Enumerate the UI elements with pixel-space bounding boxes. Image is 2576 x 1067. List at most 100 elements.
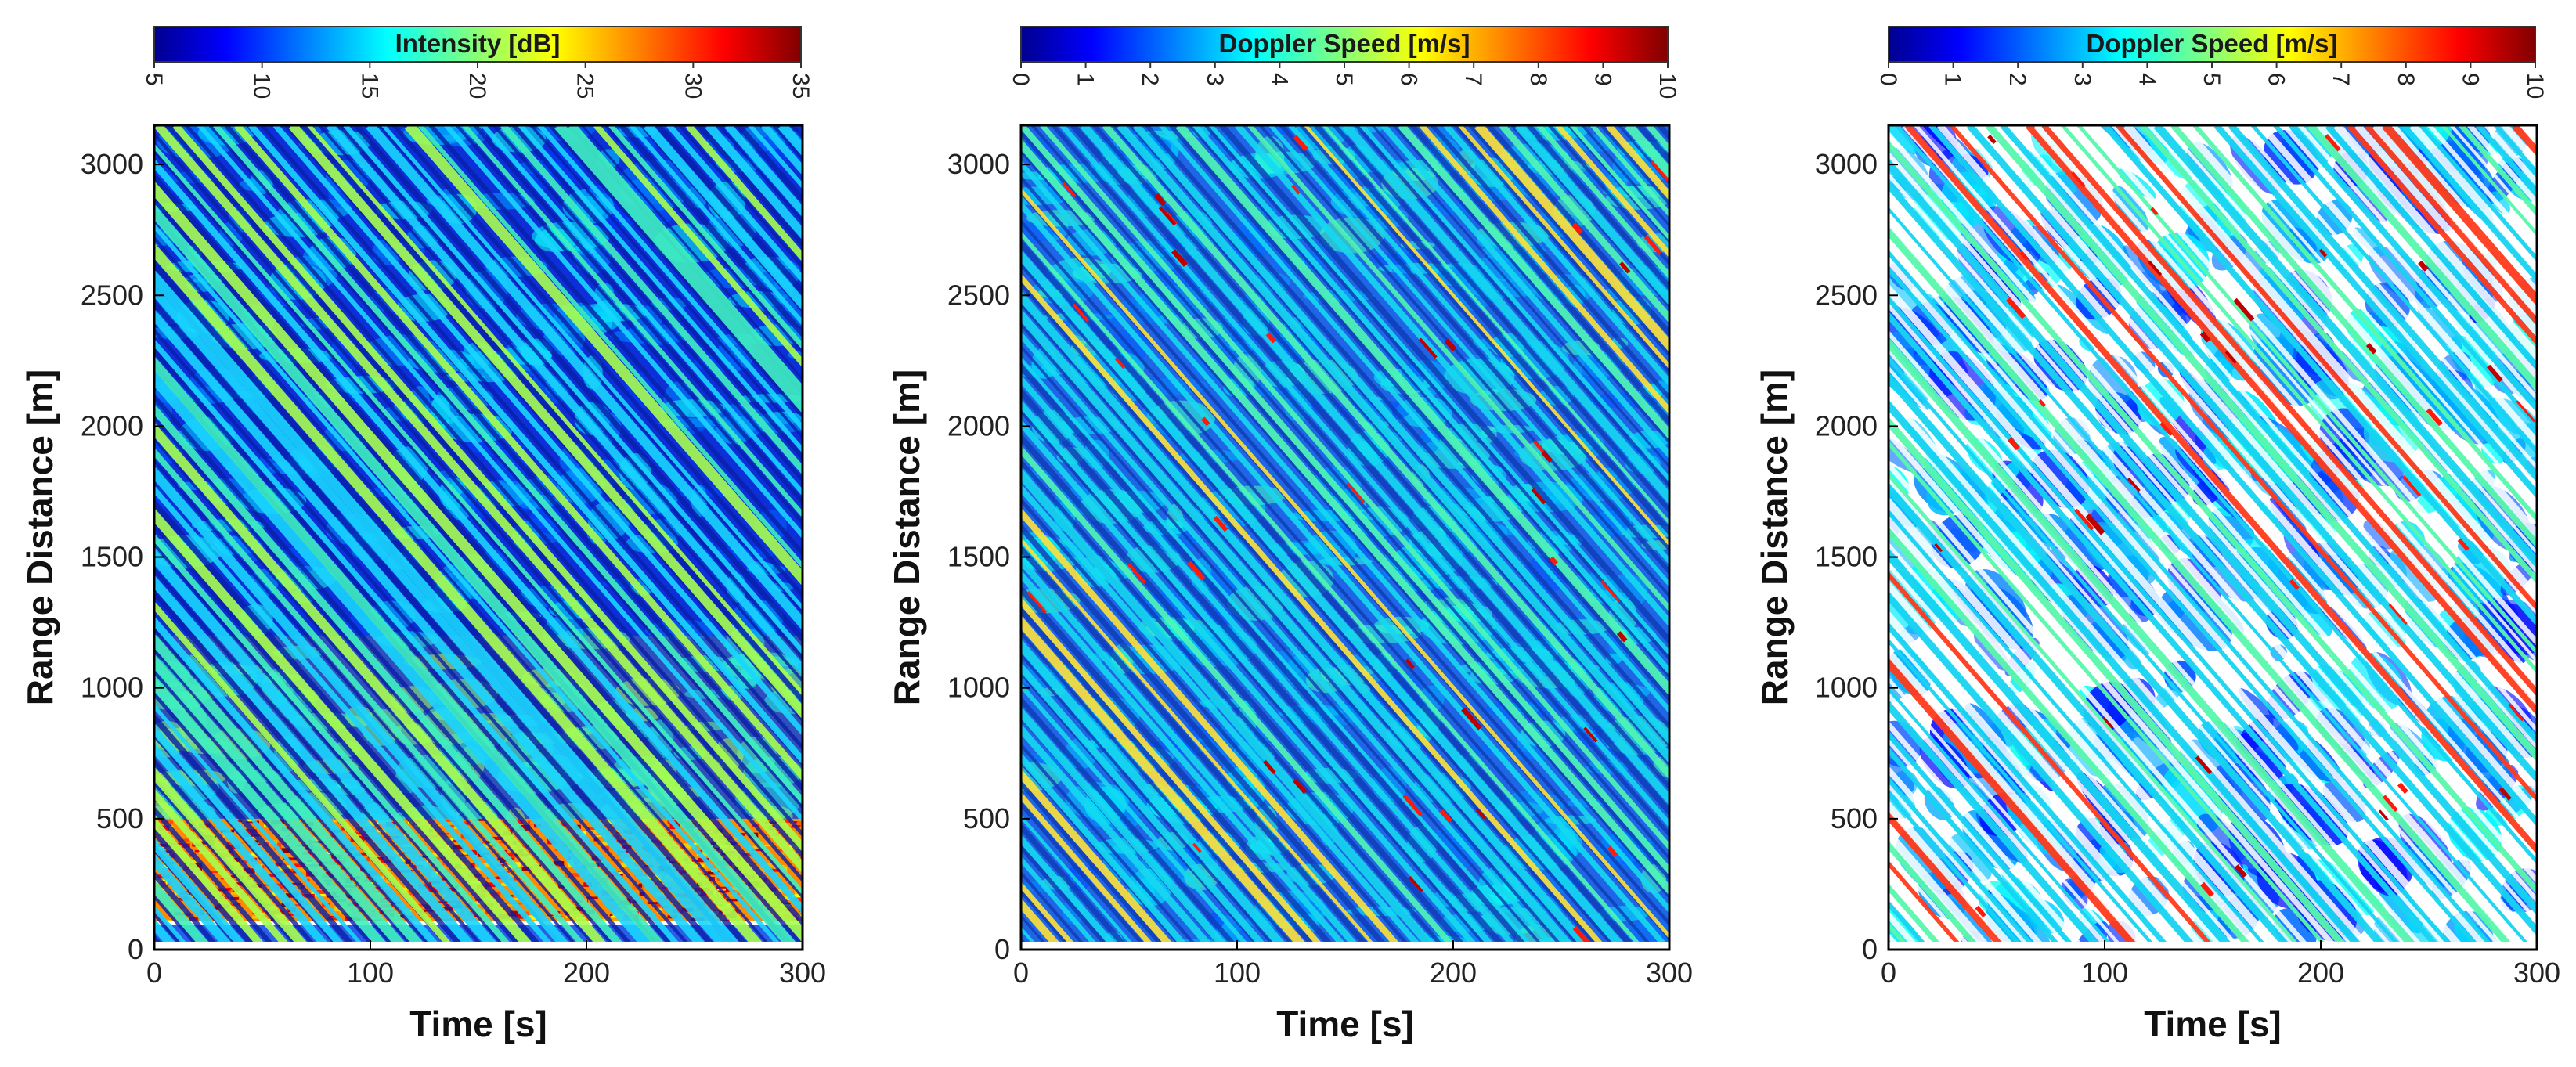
masked-gap <box>2112 125 2537 616</box>
band-speckle <box>515 820 523 824</box>
trajectory-stripe <box>1288 125 1669 565</box>
trajectory-stripe <box>1159 125 1669 714</box>
stripe-gap <box>604 125 803 355</box>
masked-gap <box>2409 125 2537 275</box>
stripe-gap <box>1219 125 1669 646</box>
trajectory-stripe <box>1889 440 2330 950</box>
trajectory-stripe <box>154 370 655 950</box>
texture-blob <box>1564 284 1586 308</box>
patch <box>2196 813 2246 863</box>
masked-gap <box>1889 391 2373 950</box>
stripe-gap <box>1021 149 1669 899</box>
y-axis: 0 500 1000 1500 2000 2500 3000 <box>1815 148 1898 965</box>
trajectory-stripe <box>444 125 803 539</box>
colorbar-tick-label: 5 <box>2199 73 2224 86</box>
trajectory-stripe <box>1021 272 1608 950</box>
colorbar-tick-label: 15 <box>356 73 382 99</box>
masked-gap <box>1889 283 2466 950</box>
stripe-gap <box>154 259 752 950</box>
stripe-gap <box>1021 801 1149 950</box>
stripe-gap <box>455 125 803 526</box>
y-tick-label: 2000 <box>947 409 1010 442</box>
masked-gap <box>1889 429 2340 950</box>
masked-gap <box>2069 125 2537 664</box>
band-speckle <box>691 864 705 867</box>
high-speed-segment <box>2397 782 2408 795</box>
masked-gap <box>1889 214 2525 950</box>
stripe-gap <box>1279 125 1669 575</box>
stripe-gap <box>1021 128 1669 881</box>
high-speed-segment <box>1346 482 1366 503</box>
trajectory-stripe <box>554 125 803 414</box>
stripe-gap <box>1021 175 1669 927</box>
band-speckle <box>446 821 454 826</box>
trajectory-stripe <box>154 403 627 950</box>
masked-gap <box>2333 125 2537 362</box>
stripe-gap <box>154 149 803 899</box>
y-tick-label: 3000 <box>1815 148 1878 180</box>
stripe-gap <box>154 347 676 950</box>
masked-gap <box>1889 610 2182 950</box>
band-speckle <box>587 827 595 830</box>
high-speed-segment <box>1171 249 1188 267</box>
band-speckle <box>210 871 222 874</box>
high-speed-segment <box>1444 338 1457 351</box>
band-speckle <box>716 878 721 881</box>
stripe-gap <box>166 125 803 860</box>
band-speckle <box>504 865 515 869</box>
trajectory-stripe <box>1889 510 2270 950</box>
stripe-gap <box>1454 125 1669 375</box>
band-speckle <box>593 834 607 837</box>
y-tick-label: 500 <box>1831 802 1878 834</box>
band-speckle <box>463 821 469 826</box>
trajectory-stripe <box>154 142 803 896</box>
colorbar-title: Doppler Speed [m/s] <box>1219 29 1470 58</box>
stripe-gap <box>1021 543 1373 950</box>
masked-gap <box>1889 194 2537 950</box>
band-speckle <box>547 860 558 863</box>
trajectory-stripe <box>1304 125 1669 547</box>
masked-gap <box>2372 125 2537 318</box>
stripe-gap <box>184 125 803 838</box>
band-speckle <box>603 820 616 824</box>
trajectory-stripe <box>1021 483 1424 950</box>
stripe-gap <box>154 624 436 950</box>
high-speed-segment <box>1062 182 1077 198</box>
trajectory-stripes <box>1021 125 1669 950</box>
trajectory-stripe <box>154 269 743 950</box>
high-speed-segment <box>2289 579 2300 590</box>
patch <box>2490 191 2510 214</box>
trajectory-stripe <box>1985 125 2537 762</box>
band-speckle <box>792 894 803 898</box>
colorbar-gradient <box>1020 26 1669 63</box>
high-speed-segment <box>2402 475 2422 497</box>
band-speckle <box>525 915 539 921</box>
band-speckle <box>796 821 803 826</box>
y-tick-label: 500 <box>96 802 143 834</box>
colorbar-tick-label: 25 <box>572 73 598 99</box>
band-speckle <box>396 829 406 834</box>
trajectory-stripe <box>154 575 478 950</box>
x-tick-label: 200 <box>2297 957 2344 989</box>
colorbar-tick-label: 4 <box>1266 73 1292 86</box>
colorbar-tick-label: 0 <box>1008 73 1034 86</box>
high-speed-segment <box>1607 845 1618 858</box>
trajectory-stripe <box>2116 125 2537 611</box>
trajectory-stripe <box>154 766 311 950</box>
high-speed-segment <box>2038 399 2046 407</box>
band-speckle <box>684 843 695 849</box>
trajectory-stripe <box>1889 416 2351 950</box>
band-speckle <box>559 823 566 827</box>
band-speckle <box>514 914 527 919</box>
stripe-gap <box>1021 522 1391 950</box>
trajectory-stripes <box>154 125 803 950</box>
stripe-gap <box>1021 670 1263 950</box>
stripe-gap <box>1021 299 1586 950</box>
stripe-gap <box>1021 630 1298 950</box>
trajectory-stripe <box>1889 638 2159 950</box>
stripe-gap <box>1204 125 1669 661</box>
trajectory-stripe <box>154 465 572 950</box>
band-speckle <box>742 853 754 856</box>
band-speckle <box>179 913 192 916</box>
